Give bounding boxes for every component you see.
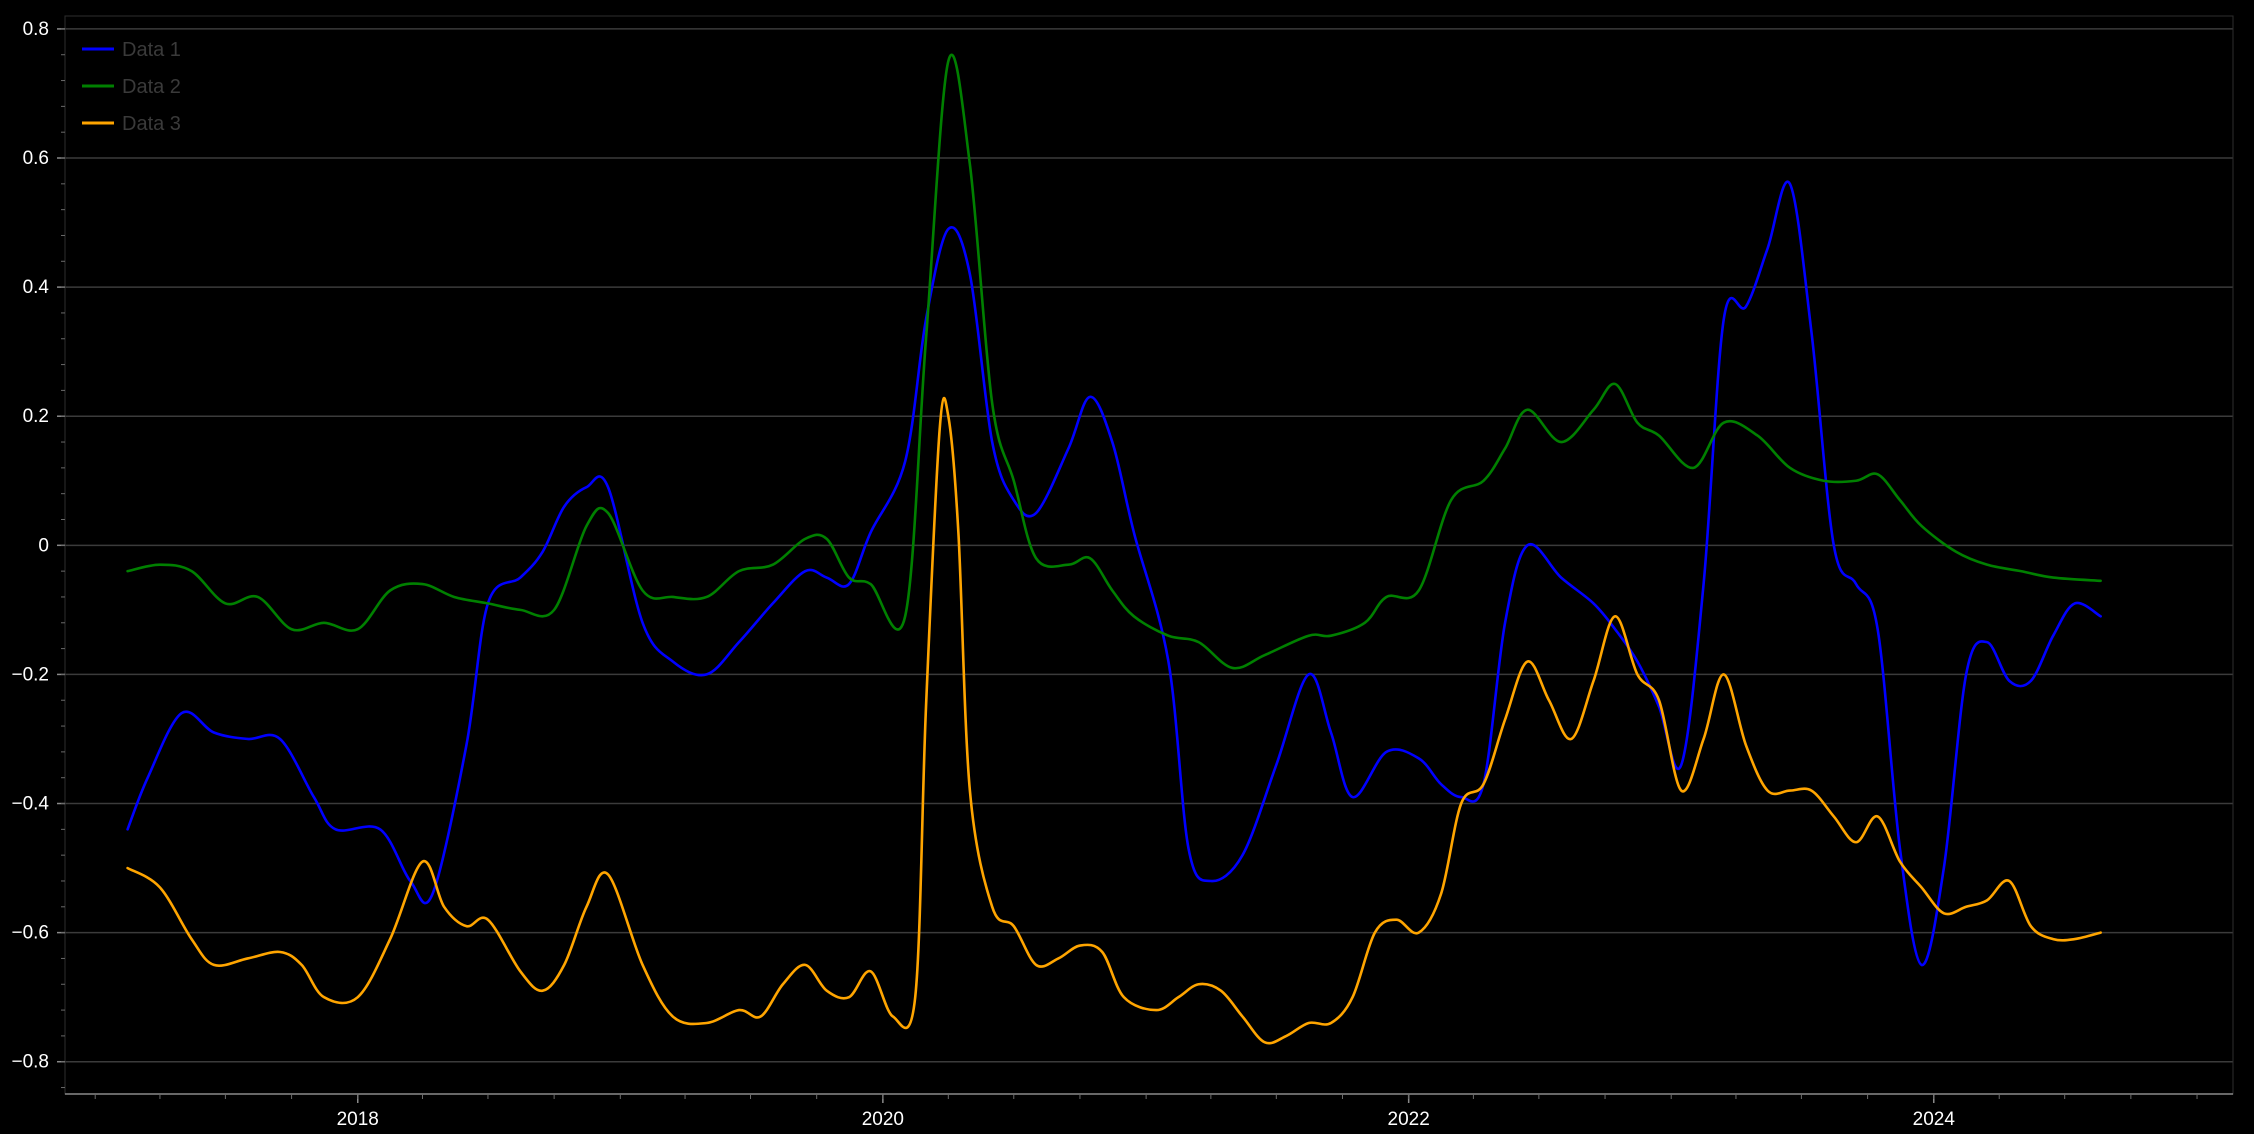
y-tick-label: −0.8 [11,1052,49,1073]
series-line-data-2 [126,53,2102,670]
y-tick-label: 0.8 [23,19,49,40]
axes: −0.8 −0.6 −0.4 −0.2 0 0.2 0.4 0.6 0.8 2018 2020 202… [11,15,2234,1130]
legend-label-data-2: Data 2 [122,76,181,98]
y-tick-label: 0.2 [23,406,49,427]
series-line-data-3 [126,396,2102,1045]
x-tick-label: 2022 [1388,1109,1430,1130]
y-tick-label: 0 [38,535,49,556]
legend-label-data-3: Data 3 [122,113,181,135]
x-tick-label: 2020 [862,1109,904,1130]
legend: Data 1 Data 2 Data 3 [82,39,181,135]
y-tick-label: −0.2 [11,664,49,685]
y-tick-label: 0.6 [23,148,49,169]
legend-label-data-1: Data 1 [122,39,181,61]
series-lines [126,53,2102,1045]
x-tick-label: 2018 [337,1109,379,1130]
y-tick-label: 0.4 [23,277,50,298]
series-line-data-1 [126,180,2102,967]
y-tick-label: −0.4 [11,794,49,815]
grid-lines [65,28,2233,1063]
y-tick-label: −0.6 [11,923,49,944]
x-tick-label: 2024 [1913,1109,1956,1130]
